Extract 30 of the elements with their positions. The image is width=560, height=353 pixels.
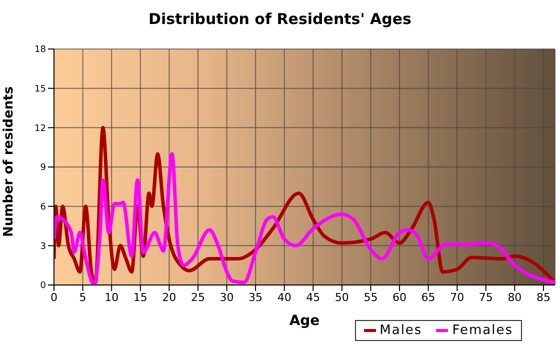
legend-label: Females (452, 323, 513, 338)
x-tick-label: 15 (133, 290, 148, 304)
y-tick-label: 18 (34, 45, 46, 56)
y-tick-label: 9 (40, 163, 46, 174)
x-axis-title: Age (289, 312, 320, 329)
x-tick-label: 50 (334, 290, 349, 304)
x-tick-label: 35 (248, 290, 263, 304)
x-tick-label: 75 (478, 290, 493, 304)
x-tick-label: 55 (364, 290, 378, 304)
y-tick-label: 3 (40, 242, 46, 252)
y-tick-label: 12 (34, 124, 46, 134)
x-tick-label: 70 (450, 290, 464, 304)
x-tick-label: 20 (162, 290, 176, 304)
legend-label: Males (380, 323, 422, 338)
chart-title: Distribution of Residents' Ages (148, 10, 412, 28)
y-tick-label: 0 (40, 281, 46, 292)
x-tick-label: 45 (306, 290, 320, 304)
x-tick-label: 65 (421, 290, 436, 304)
x-tick-label: 25 (190, 290, 205, 304)
x-tick-label: 10 (104, 290, 119, 304)
x-tick-label: 5 (79, 290, 86, 304)
x-tick-label: 0 (50, 290, 58, 304)
x-tick-label: 80 (508, 290, 522, 304)
y-tick-label: 15 (34, 84, 46, 95)
x-tick-label: 85 (536, 290, 550, 304)
y-tick-label: 6 (40, 202, 46, 213)
x-tick-label: 60 (392, 290, 407, 304)
y-axis-title: Number of residents (2, 86, 17, 237)
x-tick-label: 30 (220, 290, 234, 304)
x-tick-label: 40 (277, 290, 292, 304)
